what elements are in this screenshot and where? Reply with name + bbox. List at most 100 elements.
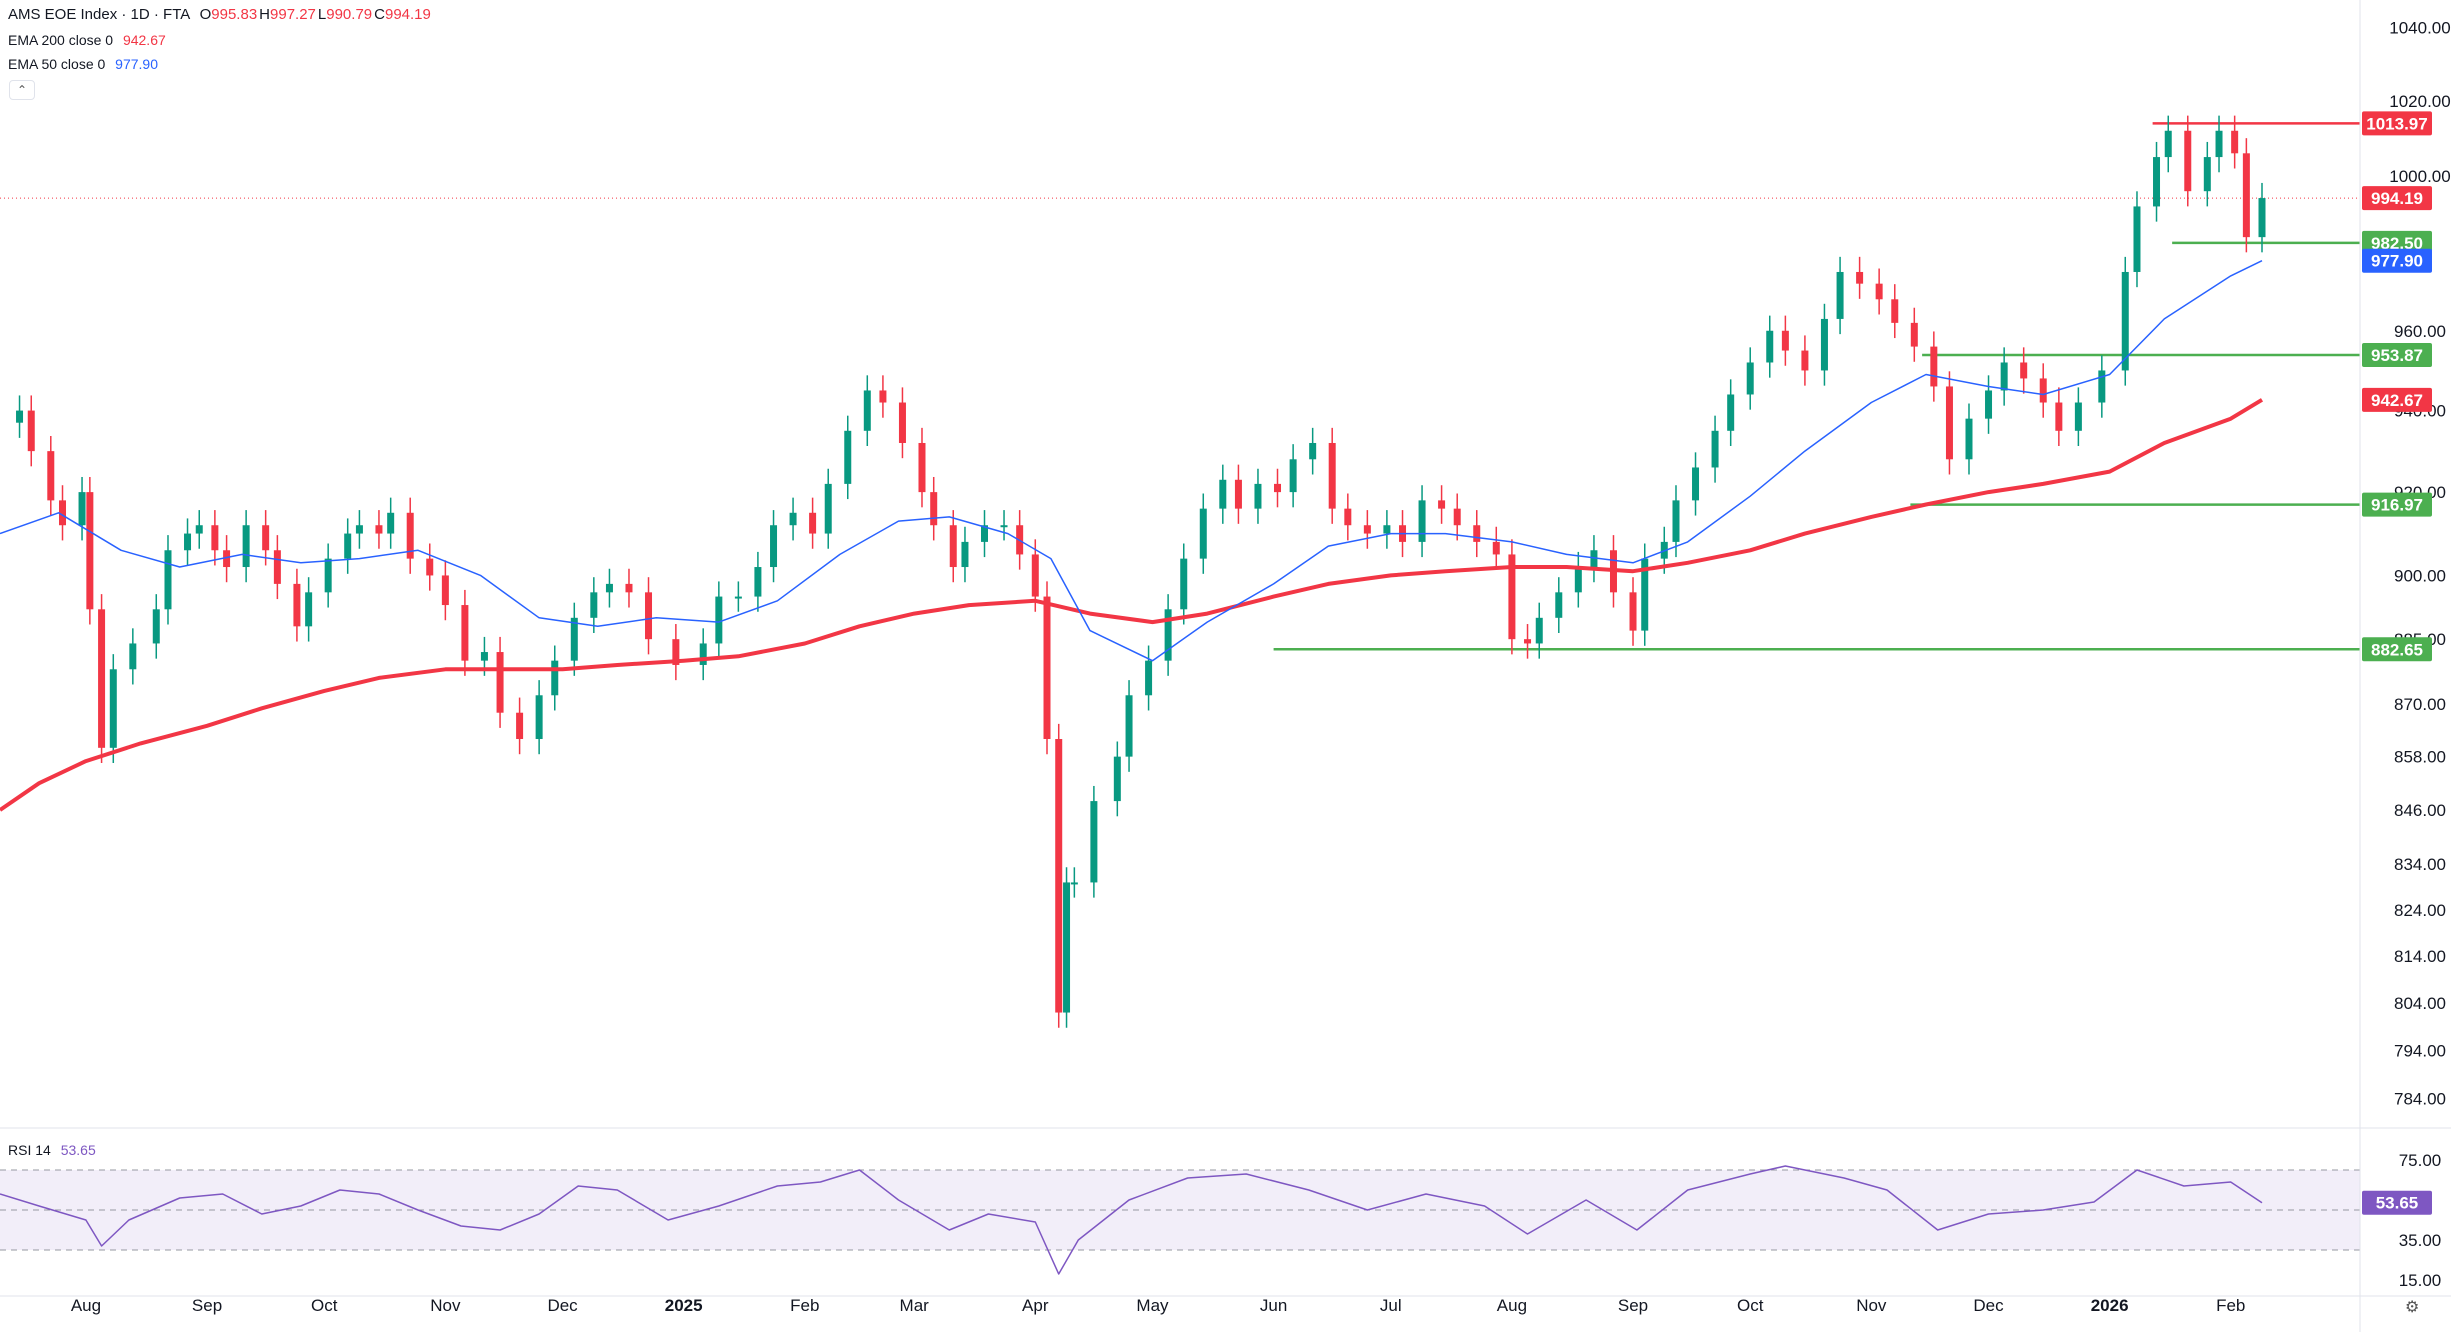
ohlc-l: L990.79 — [317, 6, 373, 23]
candle-body — [195, 525, 203, 534]
candle-body — [1910, 322, 1918, 347]
candle-body — [1945, 386, 1953, 460]
candle-body — [1453, 508, 1461, 526]
candle-body — [1219, 479, 1227, 509]
price-tag: 977.90 — [2371, 252, 2423, 271]
candle-body — [1145, 660, 1153, 696]
x-tick-label: Oct — [1737, 1296, 1764, 1315]
candle-body — [1199, 508, 1207, 559]
candle-body — [164, 550, 172, 610]
candle-body — [1344, 508, 1352, 526]
x-tick-label: 2026 — [2091, 1296, 2129, 1315]
candle-body — [16, 410, 24, 423]
candle-body — [949, 525, 957, 568]
ema50-legend[interactable]: EMA 50 close 0 977.90 — [8, 56, 158, 72]
candle-body — [715, 596, 723, 644]
candle-body — [2203, 157, 2211, 192]
candle-body — [1641, 558, 1649, 631]
rsi-line — [0, 1165, 2263, 1275]
y-tick-label: 804.00 — [2394, 994, 2446, 1013]
chevron-up-icon[interactable]: ⌃ — [9, 80, 35, 100]
series-layer — [0, 115, 2266, 1275]
candle-body — [1309, 442, 1317, 460]
candle-body — [863, 390, 871, 431]
candle-body — [1930, 346, 1938, 387]
candle-body — [1524, 639, 1532, 644]
symbol-title: AMS EOE Index · 1D · FTA — [8, 6, 190, 23]
candle-body — [1113, 756, 1121, 802]
candle-body — [27, 410, 35, 452]
candle-body — [879, 390, 887, 403]
y-tick-label: 858.00 — [2394, 748, 2446, 767]
resistance-tag: 1013.97 — [2366, 114, 2427, 133]
candle-body — [1692, 467, 1700, 501]
price-tag-bg — [2362, 248, 2432, 273]
candle-body — [273, 550, 281, 584]
ema200-value: 942.67 — [122, 32, 166, 48]
x-tick-label: Aug — [71, 1296, 101, 1315]
candle-body — [2153, 157, 2161, 207]
candle-body — [1965, 418, 1973, 460]
candle-body — [2121, 271, 2129, 371]
x-tick-label: Mar — [900, 1296, 930, 1315]
candle-body — [672, 639, 680, 665]
candle-body — [305, 592, 313, 627]
y-tick-label: 824.00 — [2394, 901, 2446, 920]
candle-body — [1055, 739, 1063, 1013]
candle-body — [1820, 318, 1828, 371]
settings-icon[interactable]: ⚙ — [2405, 1297, 2419, 1316]
x-tick-label: Apr — [1022, 1296, 1049, 1315]
support-tag-bg — [2362, 492, 2432, 517]
candle-body — [2055, 402, 2063, 431]
candle-body — [1781, 330, 1789, 351]
rsi-label: RSI 14 — [8, 1142, 51, 1158]
x-tick-label: Feb — [2216, 1296, 2245, 1315]
candle-body — [375, 525, 383, 534]
candle-body — [344, 533, 352, 559]
candle-body — [426, 558, 434, 576]
candle-body — [699, 643, 707, 665]
candle-body — [1891, 299, 1899, 323]
candle-body — [809, 512, 817, 534]
candle-body — [1856, 271, 1864, 284]
candle-body — [1031, 554, 1039, 597]
candle-body — [625, 583, 633, 593]
candle-body — [1535, 617, 1543, 644]
y-tick-label: 834.00 — [2394, 855, 2446, 874]
candle-body — [2184, 130, 2192, 192]
candle-body — [1125, 695, 1133, 757]
y-tick-label: 846.00 — [2394, 801, 2446, 820]
ema50-line — [0, 260, 2263, 662]
candle-body — [930, 492, 938, 526]
ohlc-o: O995.83 — [199, 6, 258, 23]
candle-body — [1711, 430, 1719, 468]
ohlc-c: C994.19 — [374, 6, 431, 23]
candle-body — [78, 492, 86, 526]
candle-body — [551, 660, 559, 696]
candle-body — [2020, 362, 2028, 379]
candle-body — [645, 592, 653, 640]
candle-body — [1875, 283, 1883, 300]
rsi-tag: 53.65 — [2376, 1194, 2419, 1213]
candle-body — [980, 525, 988, 542]
candle-body — [2039, 378, 2047, 403]
candle-body — [961, 541, 969, 568]
candle-body — [1801, 350, 1809, 371]
rsi-band-layer — [0, 1169, 2360, 1251]
candle-body — [1492, 541, 1500, 555]
candle-body — [1766, 330, 1774, 363]
candle-body — [605, 583, 613, 593]
candle-body — [1180, 558, 1188, 610]
x-tick-label: Sep — [192, 1296, 222, 1315]
symbol-legend: AMS EOE Index · 1D · FTA O995.83 H997.27 L… — [8, 6, 431, 23]
candle-body — [461, 605, 469, 661]
ema200-legend[interactable]: EMA 200 close 0 942.67 — [8, 32, 166, 48]
support-tag: 916.97 — [2371, 496, 2423, 515]
candle-body — [2098, 370, 2106, 403]
candle-body — [387, 512, 395, 534]
x-tick-label: Dec — [547, 1296, 578, 1315]
rsi-y-tick-label: 75.00 — [2399, 1151, 2442, 1170]
candle-body — [152, 609, 160, 644]
